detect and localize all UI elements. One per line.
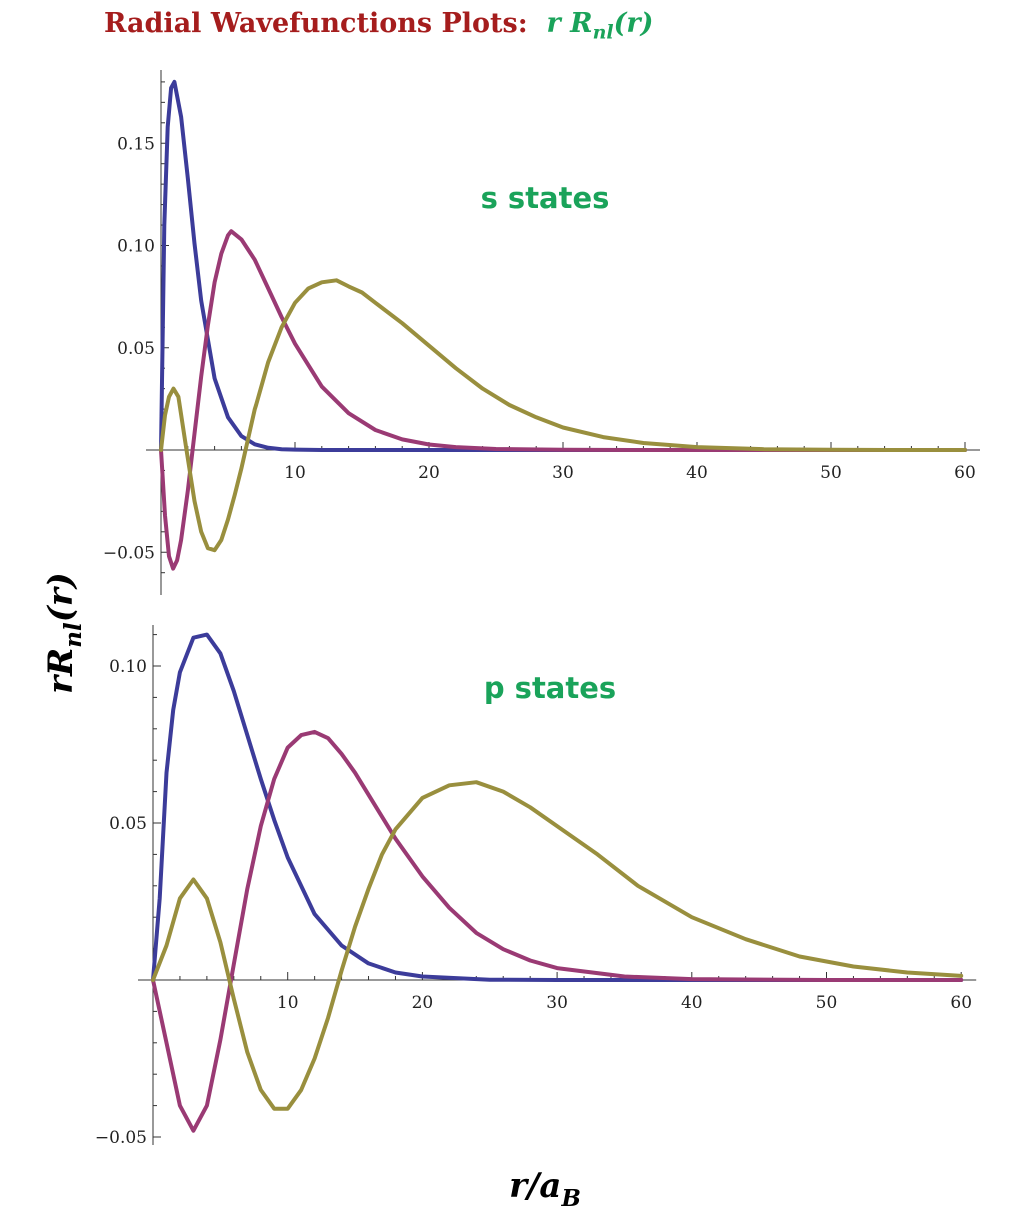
title-formula: r Rnl(r) xyxy=(546,8,654,43)
y-tick-label: −0.05 xyxy=(103,543,155,563)
title-formula-r: r xyxy=(546,8,561,39)
x-axis-title: r/aB xyxy=(509,1166,581,1212)
title-formula-arg: (r) xyxy=(613,8,654,39)
series-line-3 xyxy=(159,278,967,553)
y-tick-label: 0.05 xyxy=(117,339,155,359)
chart-panel-p-states: 10 20 30 40 50 60 −0.05 0.05 0.10 p states xyxy=(95,625,977,1148)
y-axis-title-sub: nl xyxy=(60,622,87,648)
x-tick-label: 10 xyxy=(277,993,299,1013)
title-formula-R: R xyxy=(570,8,593,39)
x-tick-label: 60 xyxy=(954,463,976,483)
y-axis-title-main: rR xyxy=(41,648,81,694)
x-axis-title-sub: B xyxy=(560,1185,580,1212)
x-axis-title-main: r/a xyxy=(509,1166,561,1206)
y-tick-label: 0.10 xyxy=(117,237,155,257)
x-tick-label: 20 xyxy=(418,463,440,483)
x-tick-label: 60 xyxy=(950,993,972,1013)
y-tick-label: 0.05 xyxy=(109,814,147,834)
series-line-2 xyxy=(151,729,964,1133)
y-tick-label: −0.05 xyxy=(95,1128,147,1148)
y-tick-label: 0.15 xyxy=(117,134,155,154)
series-line-1 xyxy=(151,632,964,982)
y-tick-label: 0.10 xyxy=(109,657,147,677)
x-tick-label: 40 xyxy=(681,993,703,1013)
series-line-3 xyxy=(151,780,964,1111)
x-tick-label: 30 xyxy=(546,993,568,1013)
y-axis-title: rRnl(r) xyxy=(41,572,87,694)
x-tick-label: 50 xyxy=(820,463,842,483)
chart-panel-s-states: 10 20 30 40 50 60 −0.05 0.05 0.10 0.15 s states xyxy=(103,70,980,595)
title-prefix: Radial Wavefunctions Plots: xyxy=(104,8,528,39)
figure-title: Radial Wavefunctions Plots: r Rnl(r) xyxy=(104,8,653,43)
panel-label: p states xyxy=(484,671,616,705)
panel-label: s states xyxy=(481,181,610,215)
y-axis-title-arg: (r) xyxy=(41,572,81,622)
x-tick-label: 50 xyxy=(816,993,838,1013)
series-line-2 xyxy=(159,229,967,571)
x-tick-label: 40 xyxy=(686,463,708,483)
title-formula-sub: nl xyxy=(592,21,614,44)
x-tick-label: 30 xyxy=(552,463,574,483)
x-tick-label: 20 xyxy=(412,993,434,1013)
x-tick-label: 10 xyxy=(284,463,306,483)
series-line-1 xyxy=(159,79,967,452)
